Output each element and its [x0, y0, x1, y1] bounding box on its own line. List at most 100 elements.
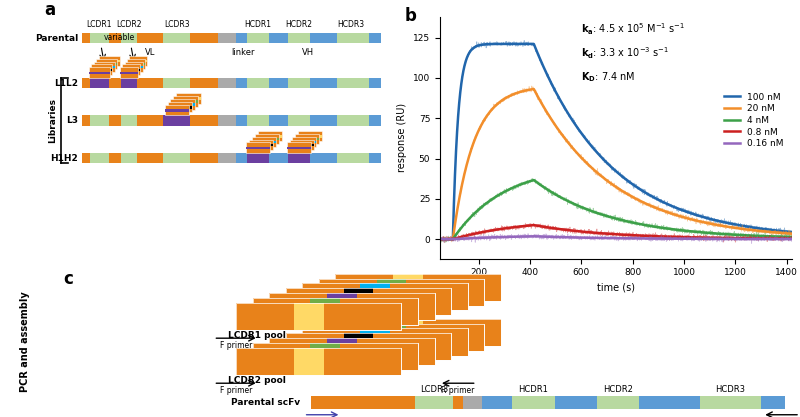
Bar: [126, 63, 145, 65]
100 nM: [453, 116, 462, 121]
100 nM: [777, 229, 786, 234]
Text: b: b: [405, 7, 417, 25]
Text: LCDR3: LCDR3: [420, 385, 449, 394]
Text: c: c: [63, 270, 73, 288]
Bar: [246, 147, 270, 149]
Bar: [120, 68, 138, 78]
Bar: [335, 319, 501, 346]
Bar: [90, 33, 109, 43]
0.8 nM: [598, 231, 607, 236]
4 nM: [435, 237, 445, 242]
Bar: [82, 78, 218, 88]
0.8 nM: [777, 236, 786, 241]
Bar: [254, 133, 278, 144]
Text: variable: variable: [104, 33, 135, 42]
Text: $\mathbf{k_d}$: 3.3 x 10$^{-3}$ s$^{-1}$: $\mathbf{k_d}$: 3.3 x 10$^{-3}$ s$^{-1}$: [581, 46, 669, 61]
Bar: [324, 348, 402, 375]
Bar: [360, 329, 390, 356]
Bar: [122, 69, 140, 71]
Text: HCDR1: HCDR1: [518, 385, 548, 394]
0.8 nM: [777, 236, 786, 241]
Text: LCDR3: LCDR3: [164, 20, 190, 29]
Bar: [249, 144, 273, 146]
Line: 0.8 nM: 0.8 nM: [440, 225, 792, 239]
0.8 nM: [606, 231, 616, 236]
Text: L1L2: L1L2: [54, 79, 78, 88]
Bar: [390, 284, 468, 311]
Bar: [94, 66, 114, 68]
100 nM: [777, 229, 786, 234]
Y-axis label: response (RU): response (RU): [398, 103, 407, 172]
Bar: [90, 153, 109, 163]
Bar: [121, 78, 138, 88]
Bar: [218, 116, 236, 126]
Bar: [288, 116, 310, 126]
Bar: [258, 131, 282, 141]
Bar: [293, 141, 317, 143]
Bar: [253, 298, 310, 325]
Text: HCDR3: HCDR3: [715, 385, 746, 394]
Bar: [286, 143, 310, 153]
Bar: [290, 144, 314, 146]
20 nM: [598, 174, 607, 179]
Bar: [337, 33, 369, 43]
Bar: [700, 396, 761, 409]
Bar: [90, 116, 109, 126]
Bar: [286, 288, 451, 315]
20 nM: [529, 86, 538, 91]
Bar: [357, 338, 434, 365]
Bar: [454, 396, 463, 409]
Bar: [340, 298, 418, 325]
Text: $\mathbf{k_a}$: 4.5 x 10$^5$ M$^{-1}$ s$^{-1}$: $\mathbf{k_a}$: 4.5 x 10$^5$ M$^{-1}$ s$…: [581, 22, 685, 37]
100 nM: [713, 218, 722, 223]
4 nM: [787, 234, 797, 239]
0.8 nM: [529, 223, 538, 228]
Legend: 100 nM, 20 nM, 4 nM, 0.8 nM, 0.16 nM: 100 nM, 20 nM, 4 nM, 0.8 nM, 0.16 nM: [720, 89, 787, 152]
Bar: [295, 133, 319, 144]
Bar: [343, 333, 374, 360]
Bar: [99, 60, 120, 63]
Bar: [597, 396, 639, 409]
4 nM: [529, 178, 538, 183]
Bar: [269, 293, 327, 320]
Bar: [310, 298, 340, 325]
Bar: [288, 153, 310, 163]
Bar: [335, 274, 501, 301]
Bar: [295, 138, 319, 141]
Bar: [253, 298, 418, 325]
Bar: [236, 303, 402, 330]
Bar: [269, 338, 434, 365]
Bar: [286, 288, 343, 315]
Text: LCDR2: LCDR2: [117, 20, 142, 29]
20 nM: [453, 203, 462, 208]
Bar: [406, 279, 484, 306]
Bar: [167, 102, 192, 113]
Bar: [246, 143, 270, 153]
Line: 0.16 nM: 0.16 nM: [440, 236, 792, 239]
Text: H1H2: H1H2: [50, 154, 78, 163]
Bar: [129, 60, 147, 63]
Bar: [165, 105, 189, 116]
0.16 nM: [777, 236, 786, 241]
Bar: [318, 279, 484, 306]
Bar: [298, 131, 322, 141]
Text: LCDR1 pool: LCDR1 pool: [229, 332, 286, 340]
Bar: [337, 78, 369, 88]
Bar: [253, 343, 418, 370]
Bar: [126, 58, 145, 69]
Bar: [318, 324, 484, 351]
Bar: [286, 288, 451, 315]
Bar: [415, 396, 454, 409]
Bar: [302, 284, 360, 311]
Bar: [253, 343, 418, 370]
Bar: [163, 33, 190, 43]
Bar: [269, 293, 434, 320]
Bar: [337, 153, 369, 163]
Bar: [311, 396, 463, 409]
Bar: [96, 63, 118, 65]
Bar: [89, 68, 110, 78]
Bar: [252, 136, 276, 147]
Bar: [174, 96, 198, 107]
Bar: [174, 100, 198, 103]
Bar: [247, 78, 269, 88]
